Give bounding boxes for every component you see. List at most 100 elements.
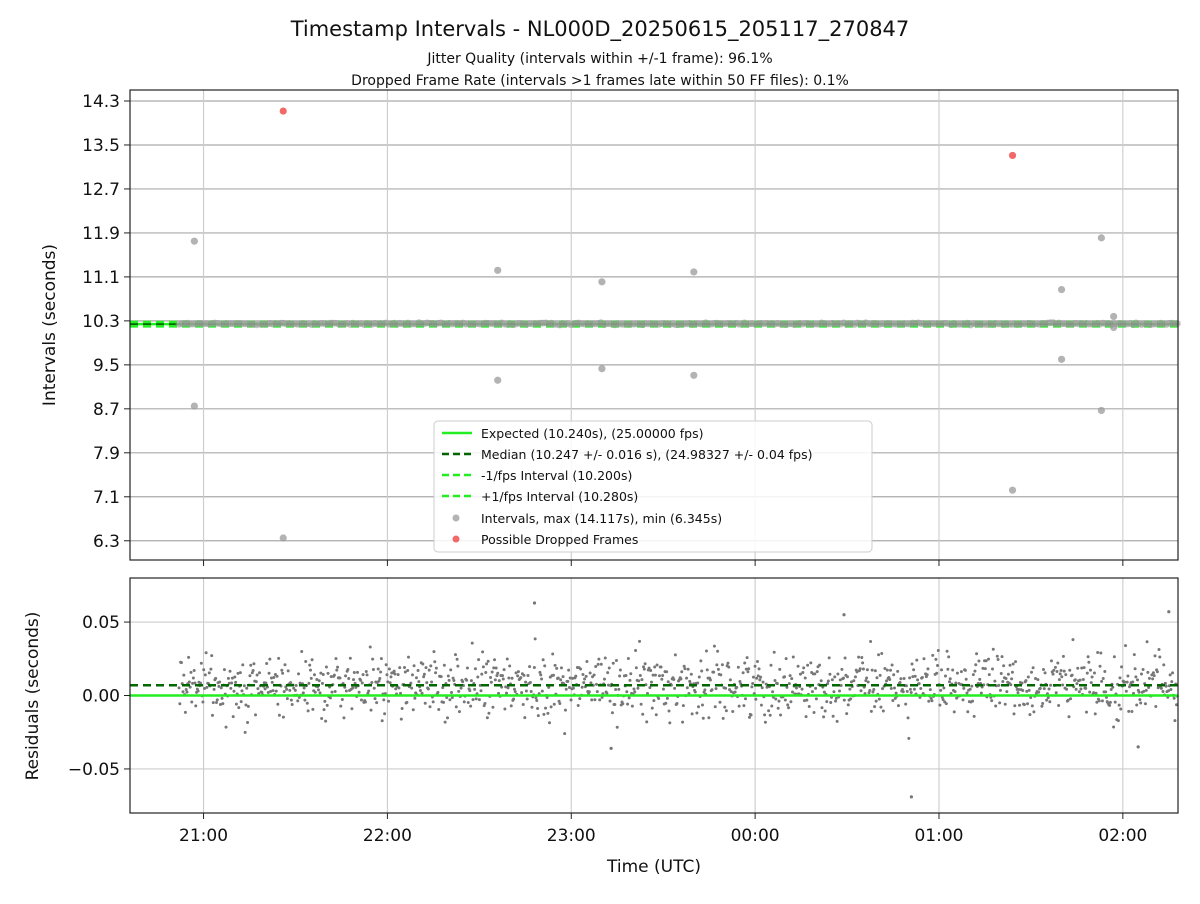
residual-point — [681, 704, 685, 708]
residual-point — [306, 709, 310, 713]
residual-point — [283, 663, 287, 667]
residual-point — [683, 667, 687, 671]
residual-point — [426, 687, 430, 691]
residual-point — [178, 702, 182, 706]
residual-point — [968, 687, 972, 691]
residual-point — [1010, 677, 1014, 681]
residual-point — [493, 658, 497, 662]
residual-point — [916, 678, 920, 682]
residual-point — [441, 686, 445, 690]
residual-point — [563, 732, 567, 736]
residual-point — [696, 705, 700, 709]
residual-point — [1065, 687, 1069, 691]
residual-point — [1109, 688, 1113, 692]
residual-point — [450, 696, 454, 700]
residual-point — [1000, 655, 1004, 659]
residual-point — [723, 705, 727, 709]
residual-point — [487, 711, 491, 715]
residual-point — [948, 677, 952, 681]
residual-point — [877, 697, 881, 701]
residual-point — [1041, 702, 1045, 706]
residual-point — [942, 686, 946, 690]
residual-point — [1062, 669, 1066, 673]
intervals-plot-frame — [129, 89, 1179, 561]
residual-point — [1161, 690, 1165, 694]
residual-point — [926, 667, 930, 671]
interval-outlier-point — [1110, 312, 1118, 321]
residual-point — [282, 690, 286, 694]
residual-point — [998, 701, 1002, 705]
residual-point — [558, 701, 562, 705]
intervals-y-tick-label: 11.1 — [82, 268, 120, 288]
residual-point — [505, 657, 509, 661]
residual-point — [744, 697, 748, 701]
residual-point — [1172, 696, 1176, 700]
residual-point — [285, 697, 289, 701]
legend-intervals-swatch — [452, 514, 460, 522]
residual-point — [708, 678, 712, 682]
residual-point — [693, 690, 697, 694]
residual-point — [778, 667, 782, 671]
residual-point — [326, 671, 330, 675]
residual-point — [750, 685, 754, 689]
residual-point — [618, 674, 622, 678]
residual-point — [661, 673, 665, 677]
residual-point — [448, 698, 452, 702]
residual-point — [266, 690, 270, 694]
residual-point — [424, 666, 428, 670]
residual-point — [524, 689, 528, 693]
residual-point — [392, 669, 396, 673]
residual-point — [319, 671, 323, 675]
residual-point — [1071, 638, 1075, 642]
residual-point — [971, 673, 975, 677]
residual-point — [468, 689, 472, 693]
residual-point — [350, 707, 354, 711]
residual-point — [941, 698, 945, 702]
residual-point — [477, 698, 481, 702]
residual-point — [638, 673, 642, 677]
interval-outlier-point — [1057, 355, 1066, 363]
residual-point — [1099, 651, 1103, 655]
x-tick-label: 23:00 — [547, 826, 596, 846]
residual-point — [650, 706, 654, 710]
residual-point — [1076, 666, 1080, 670]
residual-point — [456, 664, 460, 668]
residual-point — [538, 670, 542, 674]
residual-point — [414, 691, 418, 695]
residual-point — [308, 663, 312, 667]
residual-point — [978, 677, 982, 681]
residual-point — [1168, 673, 1172, 677]
residual-point — [252, 662, 256, 666]
residual-point — [1073, 678, 1077, 682]
residual-point — [1108, 700, 1112, 704]
residual-point — [1046, 696, 1050, 700]
residual-point — [842, 698, 846, 702]
residual-point — [790, 677, 794, 681]
residual-point — [539, 673, 543, 677]
residual-point — [281, 715, 285, 719]
residual-point — [469, 679, 473, 683]
residual-point — [1070, 673, 1074, 677]
residual-point — [555, 666, 559, 670]
residual-point — [249, 663, 253, 667]
residual-point — [427, 668, 431, 672]
residual-outlier-point — [1136, 745, 1140, 749]
residual-point — [442, 700, 446, 704]
residual-point — [234, 702, 238, 706]
residual-point — [741, 671, 745, 675]
residual-outlier-point — [909, 795, 914, 799]
residual-point — [571, 676, 575, 680]
residual-point — [634, 649, 638, 653]
residual-point — [240, 689, 244, 693]
residual-point — [1086, 655, 1090, 659]
intervals-panel: 6.37.17.98.79.510.311.111.912.713.514.3 … — [40, 89, 1181, 566]
intervals-band-points — [175, 319, 1181, 329]
residual-point — [328, 696, 332, 700]
residual-point — [181, 690, 185, 694]
residual-point — [302, 686, 306, 690]
residual-point — [357, 690, 361, 694]
residual-point — [877, 653, 881, 657]
residual-point — [352, 671, 356, 675]
residual-point — [410, 673, 414, 677]
residual-point — [667, 709, 671, 713]
